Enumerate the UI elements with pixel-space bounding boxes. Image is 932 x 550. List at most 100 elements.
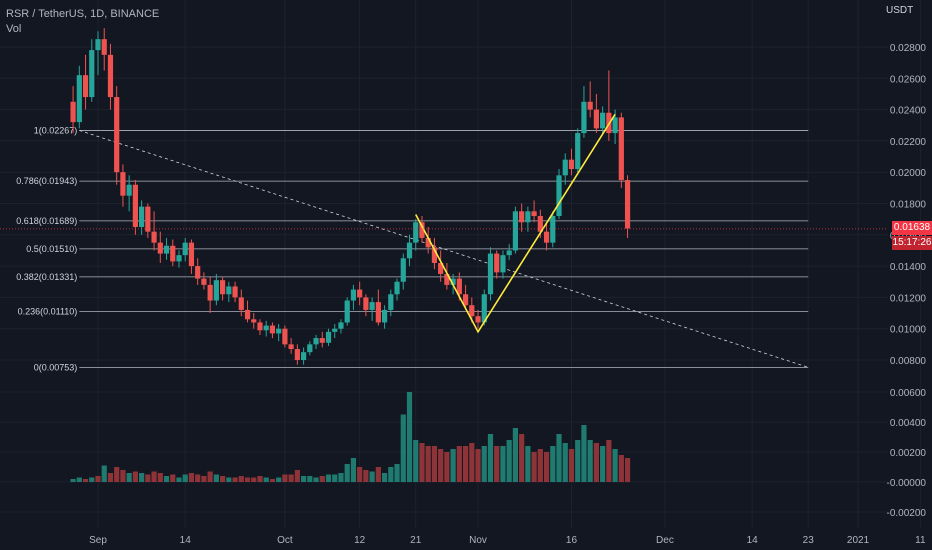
candle-body <box>494 253 500 273</box>
volume-bar <box>213 474 219 482</box>
volume-bar <box>126 473 132 482</box>
volume-bar <box>82 479 89 482</box>
volume-bar <box>481 446 487 482</box>
y-tick-label: 0.02400 <box>890 106 927 117</box>
volume-bar <box>263 477 269 482</box>
x-tick-label: Sep <box>89 535 107 546</box>
volume-bar <box>350 458 357 482</box>
candle-body <box>95 39 101 51</box>
candle-body <box>543 231 550 243</box>
candle-body <box>369 302 375 310</box>
candle-body <box>244 309 251 320</box>
volume-bar <box>70 479 76 482</box>
volume-bar <box>462 446 469 482</box>
y-tick-label: 0.01200 <box>890 293 927 304</box>
candle-body <box>487 253 494 295</box>
volume-bar <box>120 470 126 482</box>
candle-body <box>170 245 176 262</box>
candle-body <box>624 180 631 229</box>
volume-bar <box>89 477 95 482</box>
volume-bar <box>157 473 163 482</box>
candle-body <box>201 278 207 285</box>
candle-body <box>338 322 344 329</box>
y-tick-label: 0.00800 <box>890 356 927 367</box>
candle-body <box>363 297 369 310</box>
volume-bar <box>101 465 107 482</box>
volume-bar <box>575 440 581 482</box>
dashed-trend-line <box>79 130 809 368</box>
candle-body <box>157 242 163 254</box>
candle-body <box>531 211 537 217</box>
countdown-tag: 15:17:26 <box>892 236 932 250</box>
candle-body <box>506 250 512 256</box>
volume-bar <box>406 392 413 482</box>
volume-tick-label: 0.00200 <box>890 448 927 459</box>
candle-body <box>82 75 89 98</box>
candle-body <box>107 54 114 98</box>
volume-bar <box>444 452 450 482</box>
candle-body <box>70 101 76 123</box>
volume-bar <box>568 449 575 482</box>
candle-body <box>568 159 575 170</box>
volume-bar <box>425 446 431 482</box>
volume-bar <box>612 449 618 482</box>
candle-body <box>307 344 313 353</box>
fib-level-label: 0.236(0.01110) <box>18 306 78 316</box>
candle-body <box>406 242 413 259</box>
x-tick-label: 2021 <box>847 535 870 546</box>
candle-body <box>581 101 587 134</box>
candle-body <box>176 255 182 262</box>
volume-bar <box>313 477 319 482</box>
volume-bar <box>176 477 182 482</box>
volume-bar <box>244 477 251 482</box>
candle-body <box>519 211 525 223</box>
volume-bar <box>469 443 475 482</box>
candle-body <box>207 284 213 301</box>
volume-bar <box>438 449 444 482</box>
x-tick-label: Nov <box>469 535 487 546</box>
candle-body <box>282 328 288 345</box>
volume-bar <box>600 446 606 482</box>
candle-body <box>188 242 195 267</box>
volume-bar <box>276 477 282 482</box>
volume-bar <box>506 440 512 482</box>
candle-body <box>537 216 543 232</box>
volume-bar <box>163 476 170 482</box>
y-tick-label: 0.02000 <box>890 168 927 179</box>
candle-body <box>500 255 506 273</box>
volume-bar <box>107 473 114 482</box>
candle-body <box>612 117 618 134</box>
candle-body <box>375 302 381 323</box>
candle-body <box>475 316 481 323</box>
candle-body <box>213 280 219 301</box>
volume-bar <box>519 434 525 482</box>
candle-body <box>600 112 606 129</box>
volume-bar <box>325 474 332 482</box>
volume-bar <box>587 440 593 482</box>
volume-bar <box>500 446 506 482</box>
volume-bar <box>381 473 388 482</box>
symbol-title: RSR / TetherUS, 1D, BINANCE <box>6 8 160 20</box>
candle-body <box>313 338 319 345</box>
candle-body <box>444 273 450 285</box>
candle-body <box>220 280 226 295</box>
candle-body <box>101 39 107 55</box>
volume-tick-label: -0.00200 <box>887 508 927 519</box>
volume-bar <box>151 471 157 482</box>
candle-body <box>593 109 599 129</box>
candle-body <box>431 247 438 263</box>
candle-body <box>413 222 419 243</box>
volume-bar <box>132 471 138 482</box>
candle-body <box>394 281 400 295</box>
fib-level-label: 0.786(0.01943) <box>16 176 77 186</box>
x-tick-label: Oct <box>277 535 293 546</box>
last-price-tag: 0.01638 <box>892 221 932 235</box>
candle-body <box>350 289 357 301</box>
volume-bar <box>556 434 562 482</box>
currency-label: USDT <box>886 5 914 16</box>
candle-body <box>462 294 469 306</box>
volume-bar <box>232 477 238 482</box>
volume-bar <box>226 477 232 482</box>
candle-body <box>251 319 257 323</box>
